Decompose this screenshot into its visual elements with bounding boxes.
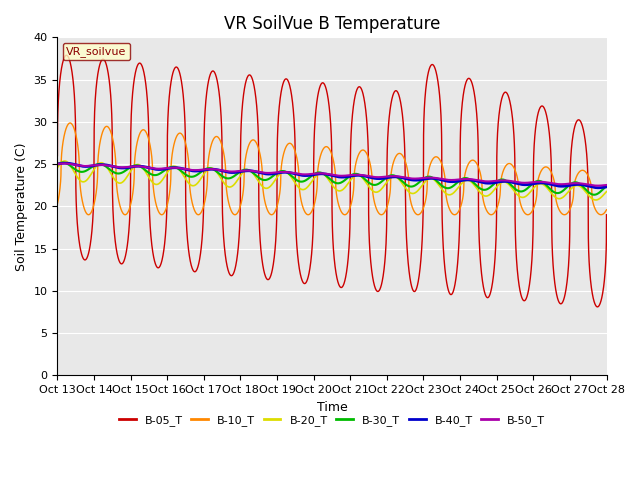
B-10_T bbox=[207, 143, 215, 149]
B-10_T bbox=[66, 120, 74, 126]
B-05_T bbox=[594, 304, 602, 310]
B-05_T bbox=[54, 153, 61, 158]
B-40_T bbox=[595, 185, 602, 191]
B-20_T bbox=[54, 165, 61, 171]
Line: B-40_T: B-40_T bbox=[58, 163, 607, 188]
B-50_T bbox=[207, 166, 215, 172]
B-10_T bbox=[54, 201, 61, 207]
B-20_T bbox=[207, 165, 215, 171]
B-30_T bbox=[590, 192, 598, 198]
B-50_T bbox=[603, 182, 611, 188]
B-20_T bbox=[550, 193, 558, 199]
B-40_T bbox=[61, 160, 69, 166]
B-20_T bbox=[61, 158, 68, 164]
B-20_T bbox=[602, 189, 610, 195]
B-30_T bbox=[602, 183, 610, 189]
B-50_T bbox=[60, 161, 68, 167]
B-50_T bbox=[594, 183, 602, 189]
Line: B-20_T: B-20_T bbox=[58, 161, 607, 200]
B-30_T bbox=[550, 190, 558, 195]
B-10_T bbox=[603, 207, 611, 213]
B-20_T bbox=[386, 176, 394, 182]
B-10_T bbox=[602, 207, 610, 213]
B-40_T bbox=[207, 167, 215, 172]
B-40_T bbox=[550, 182, 558, 188]
B-10_T bbox=[386, 193, 394, 199]
Y-axis label: Soil Temperature (C): Soil Temperature (C) bbox=[15, 142, 28, 271]
B-30_T bbox=[54, 161, 61, 167]
Line: B-10_T: B-10_T bbox=[58, 123, 607, 215]
B-10_T bbox=[550, 180, 558, 185]
B-10_T bbox=[597, 212, 605, 217]
B-30_T bbox=[172, 164, 179, 170]
Legend: B-05_T, B-10_T, B-20_T, B-30_T, B-40_T, B-50_T: B-05_T, B-10_T, B-20_T, B-30_T, B-40_T, … bbox=[115, 411, 549, 431]
B-20_T bbox=[592, 197, 600, 203]
B-05_T bbox=[207, 70, 215, 76]
B-05_T bbox=[602, 240, 610, 245]
B-40_T bbox=[603, 184, 611, 190]
B-40_T bbox=[602, 184, 610, 190]
X-axis label: Time: Time bbox=[317, 400, 348, 413]
B-10_T bbox=[172, 137, 179, 143]
B-10_T bbox=[396, 151, 403, 156]
B-05_T bbox=[172, 65, 179, 71]
Line: B-30_T: B-30_T bbox=[58, 163, 607, 195]
B-05_T bbox=[396, 93, 403, 99]
B-05_T bbox=[603, 212, 611, 217]
B-40_T bbox=[386, 174, 394, 180]
B-30_T bbox=[396, 176, 403, 181]
B-40_T bbox=[172, 165, 179, 170]
B-40_T bbox=[396, 174, 403, 180]
B-40_T bbox=[54, 161, 61, 167]
B-50_T bbox=[172, 165, 179, 170]
B-30_T bbox=[386, 173, 394, 179]
B-20_T bbox=[603, 189, 611, 194]
B-30_T bbox=[603, 183, 611, 189]
B-30_T bbox=[59, 160, 67, 166]
B-05_T bbox=[63, 52, 70, 58]
B-50_T bbox=[550, 181, 558, 187]
Line: B-05_T: B-05_T bbox=[58, 55, 607, 307]
Title: VR SoilVue B Temperature: VR SoilVue B Temperature bbox=[224, 15, 440, 33]
B-50_T bbox=[602, 182, 610, 188]
B-30_T bbox=[207, 166, 215, 171]
B-05_T bbox=[386, 111, 394, 117]
B-50_T bbox=[396, 174, 403, 180]
B-50_T bbox=[386, 173, 394, 179]
Line: B-50_T: B-50_T bbox=[58, 164, 607, 186]
B-20_T bbox=[396, 177, 403, 182]
B-50_T bbox=[54, 161, 61, 167]
B-20_T bbox=[172, 164, 179, 169]
B-05_T bbox=[550, 277, 558, 283]
